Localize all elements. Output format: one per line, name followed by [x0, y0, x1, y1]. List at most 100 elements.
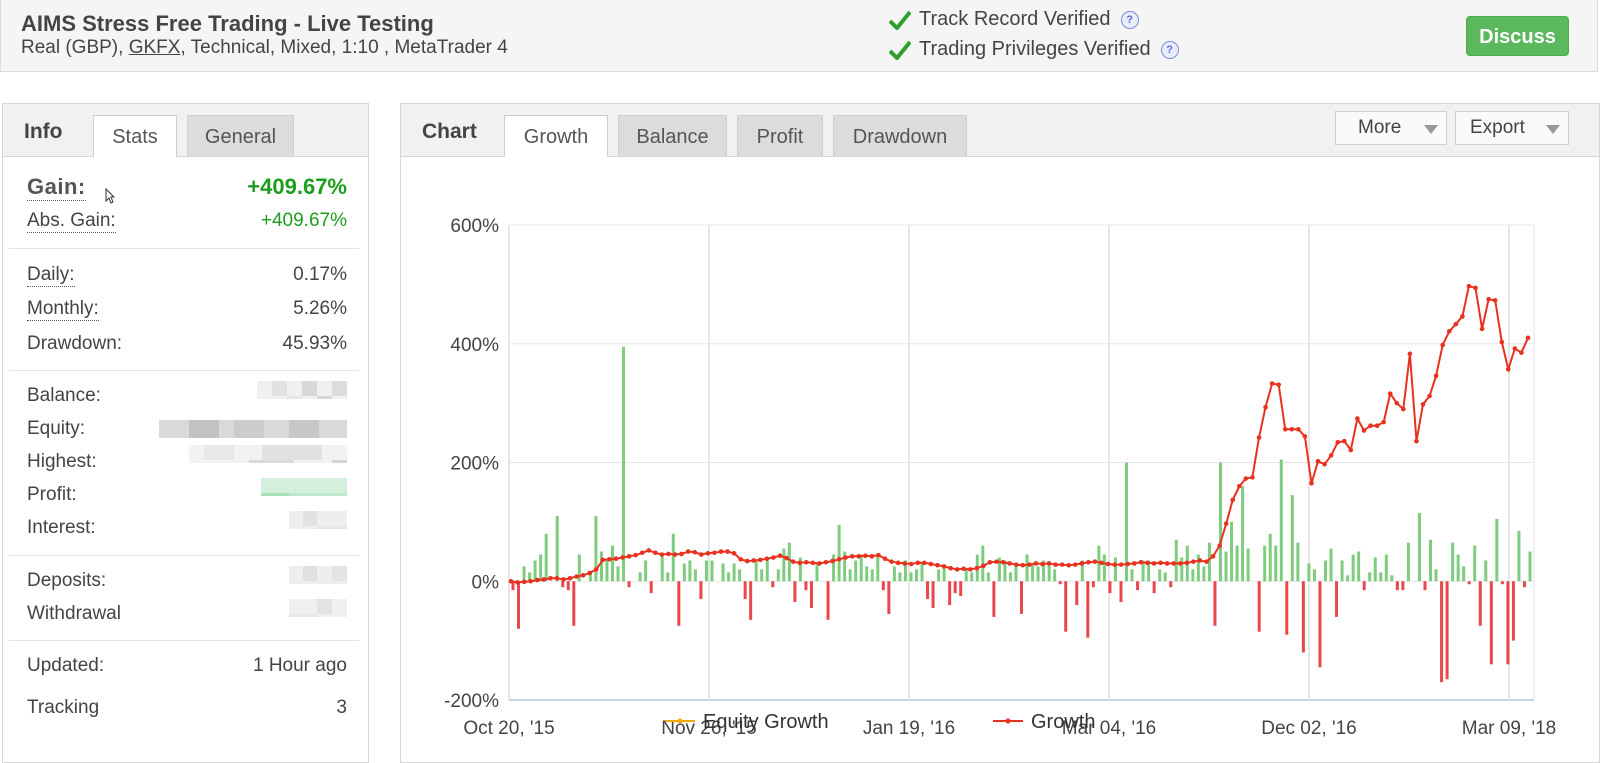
- profit-bar: [721, 563, 725, 582]
- profit-bar: [588, 572, 592, 582]
- growth-data-point: [1446, 328, 1452, 334]
- more-dropdown[interactable]: More: [1335, 111, 1447, 145]
- profit-bar: [1130, 569, 1134, 582]
- growth-data-point: [1420, 402, 1426, 407]
- abs-gain-label[interactable]: Abs. Gain:: [27, 210, 116, 233]
- profit-bar: [1368, 572, 1372, 582]
- profit-bar: [1202, 566, 1206, 582]
- tab-profit[interactable]: Profit: [737, 115, 823, 156]
- growth-data-point: [607, 556, 612, 562]
- profit-bar: [1125, 462, 1129, 582]
- profit-bar: [964, 569, 968, 582]
- growth-data-point: [784, 555, 789, 561]
- growth-data-point: [508, 578, 514, 584]
- tab-balance[interactable]: Balance: [618, 115, 727, 156]
- legend-equity-growth[interactable]: Equity Growth: [703, 711, 829, 733]
- growth-data-point: [1473, 285, 1478, 291]
- profit-bar: [1390, 575, 1394, 582]
- profit-bar: [1307, 563, 1311, 582]
- profit-bar: [832, 554, 836, 582]
- growth-chart[interactable]: 600% 400% 200% 0% -200% Oct 20, '15 Nov 26, '…: [401, 157, 1599, 753]
- profit-bar: [1196, 554, 1200, 582]
- loss-bar: [1285, 581, 1289, 635]
- growth-data-point: [915, 560, 921, 566]
- broker-link[interactable]: GKFX: [128, 37, 181, 58]
- tab-drawdown[interactable]: Drawdown: [833, 115, 967, 156]
- chevron-down-icon: [1424, 125, 1438, 134]
- growth-data-point: [902, 561, 907, 566]
- growth-data-point: [1394, 400, 1400, 406]
- export-dropdown[interactable]: Export: [1455, 111, 1569, 145]
- loss-bar: [1318, 581, 1322, 668]
- growth-data-point: [541, 577, 547, 582]
- growth-data-point: [1453, 321, 1459, 327]
- discuss-button[interactable]: Discuss: [1466, 16, 1569, 56]
- x-axis-labels: Oct 20, '15 Nov 26, '15 Jan 19, '16 Mar 04,…: [463, 718, 1556, 739]
- monthly-label[interactable]: Monthly:: [27, 298, 99, 321]
- withdrawals-label: Withdrawal: [27, 603, 121, 624]
- profit-bar: [815, 563, 819, 582]
- growth-line: [508, 283, 1531, 585]
- profit-bar: [848, 569, 852, 582]
- profit-bar: [1323, 560, 1327, 582]
- growth-data-point: [1519, 350, 1524, 355]
- profit-bar: [1456, 554, 1460, 582]
- tab-stats[interactable]: Stats: [93, 115, 177, 157]
- growth-data-point: [1269, 381, 1275, 386]
- loss-bar: [1489, 581, 1493, 665]
- tab-general[interactable]: General: [187, 115, 294, 156]
- profit-bar: [1053, 569, 1057, 582]
- growth-data-point: [705, 551, 711, 556]
- chart-grid: [508, 224, 1535, 701]
- chart-legend[interactable]: Equity Growth Growth: [665, 711, 1095, 733]
- growth-data-point: [1237, 483, 1242, 489]
- legend-growth[interactable]: Growth: [1031, 711, 1095, 733]
- growth-data-point: [1243, 476, 1249, 481]
- growth-data-point: [1138, 559, 1144, 565]
- growth-data-point: [1387, 391, 1393, 396]
- daily-label[interactable]: Daily:: [27, 264, 75, 287]
- growth-data-point: [882, 556, 888, 561]
- redacted-value: [289, 599, 347, 617]
- loss-bar: [1064, 581, 1068, 632]
- y-tick-label: -200%: [444, 691, 499, 712]
- divider: [9, 640, 359, 641]
- tab-growth[interactable]: Growth: [504, 115, 608, 157]
- growth-data-point: [1341, 438, 1347, 444]
- profit-bar: [1097, 545, 1101, 582]
- growth-data-point: [803, 559, 809, 565]
- loss-bar: [1445, 581, 1449, 680]
- info-panel: Info Stats General Gain: +409.67% Abs. G…: [2, 103, 369, 763]
- profit-bar: [1036, 566, 1040, 582]
- growth-data-point: [593, 567, 599, 572]
- profit-bar: [1246, 548, 1250, 582]
- growth-data-point: [1315, 459, 1321, 464]
- y-axis-labels: 600% 400% 200% 0% -200%: [444, 216, 499, 712]
- profit-bar: [682, 563, 686, 582]
- growth-data-point: [1145, 560, 1150, 566]
- growth-data-point: [587, 570, 593, 576]
- growth-data-point: [994, 559, 999, 564]
- growth-data-point: [580, 573, 586, 578]
- growth-data-point: [1296, 426, 1301, 432]
- profit-bar: [914, 569, 918, 582]
- growth-data-point: [1348, 447, 1354, 453]
- profit-bar: [1429, 539, 1433, 582]
- profit-bar: [1080, 560, 1084, 582]
- profit-bar: [782, 548, 786, 582]
- profit-bar: [970, 572, 974, 582]
- profit-bar: [1296, 542, 1300, 582]
- growth-data-point: [1210, 554, 1216, 559]
- profit-bar: [870, 569, 874, 582]
- growth-data-point: [554, 575, 560, 581]
- loss-bar: [771, 581, 775, 588]
- help-icon[interactable]: ?: [1160, 40, 1179, 59]
- profit-bar: [754, 560, 758, 582]
- more-label: More: [1358, 117, 1402, 138]
- gain-label[interactable]: Gain:: [27, 174, 86, 201]
- loss-bar: [926, 581, 930, 600]
- daily-value: 0.17%: [293, 264, 347, 285]
- growth-data-point: [1414, 438, 1419, 444]
- help-icon[interactable]: ?: [1120, 10, 1139, 29]
- x-tick-label: Oct 20, '15: [463, 718, 554, 739]
